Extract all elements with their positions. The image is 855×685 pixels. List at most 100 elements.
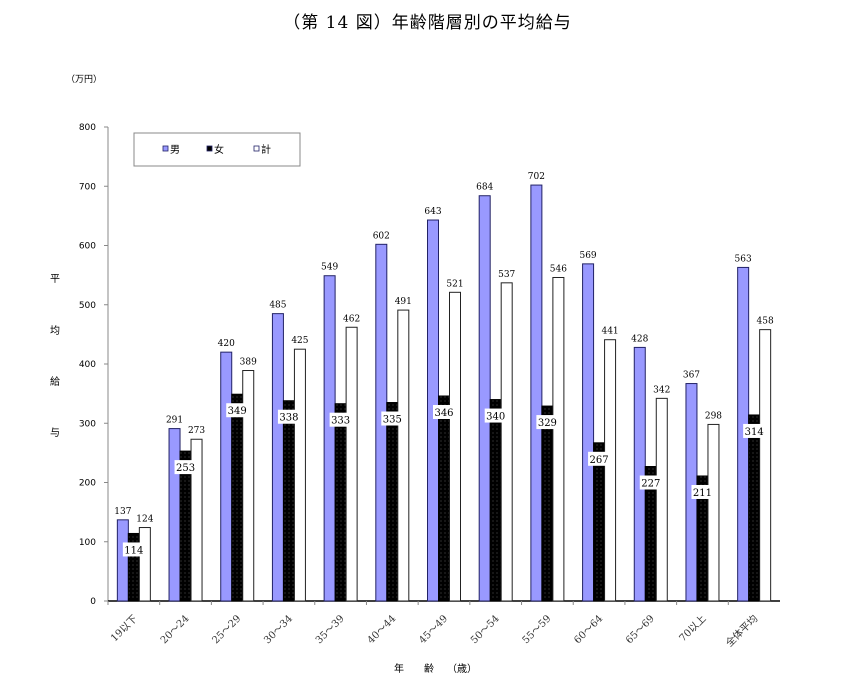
bar-計: [397, 309, 410, 602]
y-tick-label: 500: [79, 301, 96, 311]
bar-計: [242, 370, 255, 602]
chart-title: （第 14 図）年齢階層別の平均給与: [283, 13, 572, 33]
value-label: 211: [693, 488, 712, 499]
x-tick-label: 45～49: [417, 613, 450, 646]
value-label-bg: [122, 542, 145, 557]
y-tick-label: 800: [79, 123, 96, 133]
value-label: 137: [114, 507, 131, 517]
y-axis-label-char: 平: [50, 274, 60, 285]
bar-女: [282, 400, 295, 602]
value-label: 549: [321, 263, 338, 273]
x-tick-label: 40～44: [366, 613, 399, 646]
x-tick-label: 70以上: [677, 613, 709, 645]
x-tick-label: 25～29: [211, 613, 244, 646]
legend-swatch: [253, 145, 260, 152]
value-label: 253: [176, 463, 195, 474]
value-label: 643: [424, 207, 441, 217]
axes: 0 100 200 300 400 500 600 700 800: [79, 123, 780, 607]
bar-計: [604, 339, 617, 602]
value-label-bg: [691, 484, 714, 499]
y-tick-label: 700: [79, 182, 96, 192]
value-labels: 137 114 124 291 253 273 420 349 389 485 338 425 549 3…: [114, 172, 774, 557]
value-label: 346: [434, 408, 453, 419]
bar-計: [707, 423, 720, 602]
x-axis-label-char: 年: [394, 664, 404, 675]
x-tick-label: 50～54: [469, 613, 502, 646]
x-tick-label: 30～34: [262, 613, 295, 646]
value-label: 291: [166, 416, 183, 426]
x-tick-label: 19以下: [109, 613, 140, 644]
y-tick-label: 400: [79, 360, 96, 370]
x-tick-label: 65～69: [624, 613, 657, 646]
value-label: 114: [124, 545, 143, 556]
value-label: 563: [735, 254, 752, 264]
bar-計: [293, 348, 306, 602]
y-axis-label-char: 与: [50, 428, 60, 439]
bar-計: [655, 397, 668, 602]
bar-男: [116, 519, 129, 602]
value-label-bg: [536, 415, 559, 430]
y-tick-label: 600: [79, 242, 96, 252]
value-label: 367: [683, 371, 700, 381]
value-label: 333: [331, 416, 350, 427]
bar-計: [190, 438, 203, 602]
value-label: 485: [269, 301, 286, 311]
value-label: 521: [446, 279, 463, 289]
unit-label: （万円）: [66, 75, 103, 85]
x-tick-label: 55～59: [521, 613, 554, 646]
bar-男: [530, 184, 543, 602]
value-label: 428: [631, 334, 648, 344]
value-label: 537: [498, 270, 515, 280]
x-tick-label: 35～39: [314, 613, 347, 646]
legend: 男女計: [133, 132, 301, 167]
value-label-bg: [381, 411, 404, 426]
value-label: 124: [136, 515, 153, 525]
x-tick-labels: 19以下 20～24 25～29 30～34 35～39 40～44 45～49 50～54 5…: [109, 612, 760, 649]
bar-計: [345, 326, 358, 602]
bar-男: [323, 275, 336, 602]
value-label: 338: [279, 413, 298, 424]
y-tick-label: 300: [79, 419, 96, 429]
bar-男: [582, 263, 595, 602]
y-axis-label-char: 給: [50, 377, 60, 388]
value-label: 569: [579, 251, 596, 261]
value-label: 267: [590, 455, 609, 466]
value-label: 491: [395, 297, 412, 307]
value-label-bg: [433, 404, 455, 419]
bar-女: [593, 442, 606, 602]
value-label: 342: [653, 385, 670, 395]
y-tick-label: 100: [79, 538, 96, 548]
bar-計: [138, 527, 151, 602]
legend-swatch: [206, 145, 213, 152]
value-label: 702: [528, 172, 545, 182]
value-label: 458: [757, 317, 774, 327]
bar-女: [748, 414, 761, 602]
bar-計: [449, 291, 461, 602]
value-label: 462: [343, 314, 360, 324]
legend-swatch: [162, 145, 169, 152]
value-label-bg: [743, 423, 766, 438]
x-tick-label: 20～24: [159, 613, 192, 646]
x-axis-label-char: （歳）: [447, 664, 477, 675]
value-label-bg: [484, 408, 507, 423]
legend-box: [133, 132, 301, 167]
bar-女: [334, 403, 347, 602]
bar-計: [552, 276, 565, 602]
bar-男: [478, 195, 491, 602]
bar-女: [541, 405, 554, 602]
value-label-bg: [174, 460, 197, 475]
value-label: 684: [476, 183, 493, 193]
legend-label: 男: [170, 144, 180, 156]
value-label: 389: [240, 358, 257, 368]
bar-女: [438, 395, 450, 602]
value-label-bg: [639, 475, 662, 490]
value-label: 298: [705, 411, 722, 421]
value-label: 340: [486, 412, 505, 423]
bar-女: [231, 393, 244, 602]
value-label: 314: [745, 427, 764, 438]
value-label: 420: [218, 339, 235, 349]
bar-男: [168, 428, 181, 602]
value-label-bg: [226, 403, 249, 418]
bar-男: [633, 346, 646, 602]
value-label: 602: [373, 231, 390, 241]
